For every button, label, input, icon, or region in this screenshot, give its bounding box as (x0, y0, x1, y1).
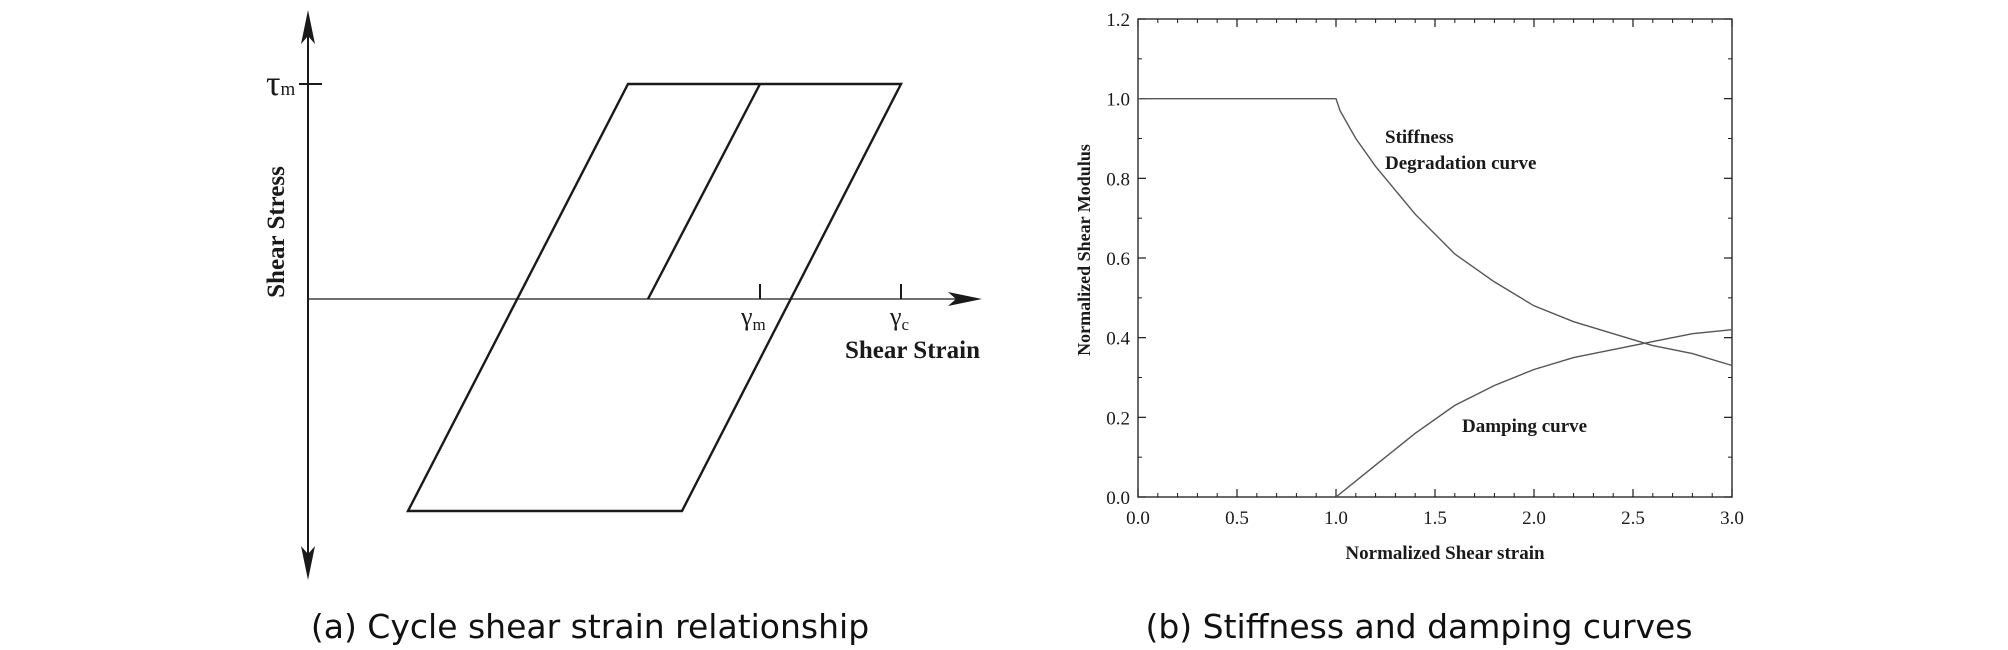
x-tick-label: 0.5 (1225, 508, 1249, 529)
axis-ticks (1137, 18, 1733, 498)
y-tick-label: 0.6 (1106, 249, 1130, 270)
y-tick-label: 0.4 (1106, 329, 1130, 350)
x-tick-label: 1.5 (1423, 508, 1447, 529)
caption-a: (a) Cycle shear strain relationship (311, 607, 869, 646)
shear-stress-label: Shear Stress (263, 166, 290, 298)
shear-strain-label: Shear Strain (845, 337, 980, 364)
shear-stress-axis-arrow-down (301, 546, 315, 580)
plot-frame (1137, 18, 1733, 498)
y-axis-title: Normalized Shear Modulus (1074, 144, 1094, 356)
x-tick-label: 3.0 (1720, 508, 1744, 529)
shear-stress-axis-arrow-up (301, 10, 315, 44)
y-tick-label: 0.8 (1106, 169, 1130, 190)
shear-strain-axis-arrow (948, 292, 982, 306)
tick-labels: 0.0 0.5 1.0 1.5 2.0 2.5 3.0 0.0 0.2 0.4 0.6 0.8 1.0 1… (1106, 10, 1744, 529)
initial-loading-line (646, 83, 762, 300)
gamma-m-label: γm (740, 302, 766, 334)
y-tick-label: 1.2 (1106, 10, 1130, 31)
stiffness-label-line2: Degradation curve (1385, 153, 1536, 174)
tau-m-label: τm (266, 63, 295, 103)
y-tick-label: 0.0 (1106, 488, 1130, 509)
y-tick-label: 0.2 (1106, 408, 1130, 429)
damping-label: Damping curve (1462, 416, 1587, 437)
x-tick-label: 0.0 (1126, 508, 1150, 529)
damping-curve (1335, 329, 1733, 498)
panel-b: 0.0 0.5 1.0 1.5 2.0 2.5 3.0 0.0 0.2 0.4 0.6 0.8 1.0 1… (1074, 10, 1744, 646)
panel-a: τm γm γc Shear Strain Shear Stress (a) C… (263, 10, 982, 646)
x-tick-label: 2.0 (1522, 508, 1546, 529)
stiffness-label-line1: Stiffness (1385, 127, 1454, 148)
y-tick-label: 1.0 (1106, 90, 1130, 111)
caption-b: (b) Stiffness and damping curves (1145, 607, 1692, 646)
x-tick-label: 1.0 (1324, 508, 1348, 529)
x-axis-title: Normalized Shear strain (1345, 543, 1545, 564)
gamma-c-label: γc (889, 302, 910, 334)
curves (1138, 97, 1733, 498)
hysteresis-loop (406, 82, 903, 513)
stiffness-label: Stiffness Degradation curve (1385, 127, 1536, 174)
x-tick-label: 2.5 (1621, 508, 1645, 529)
